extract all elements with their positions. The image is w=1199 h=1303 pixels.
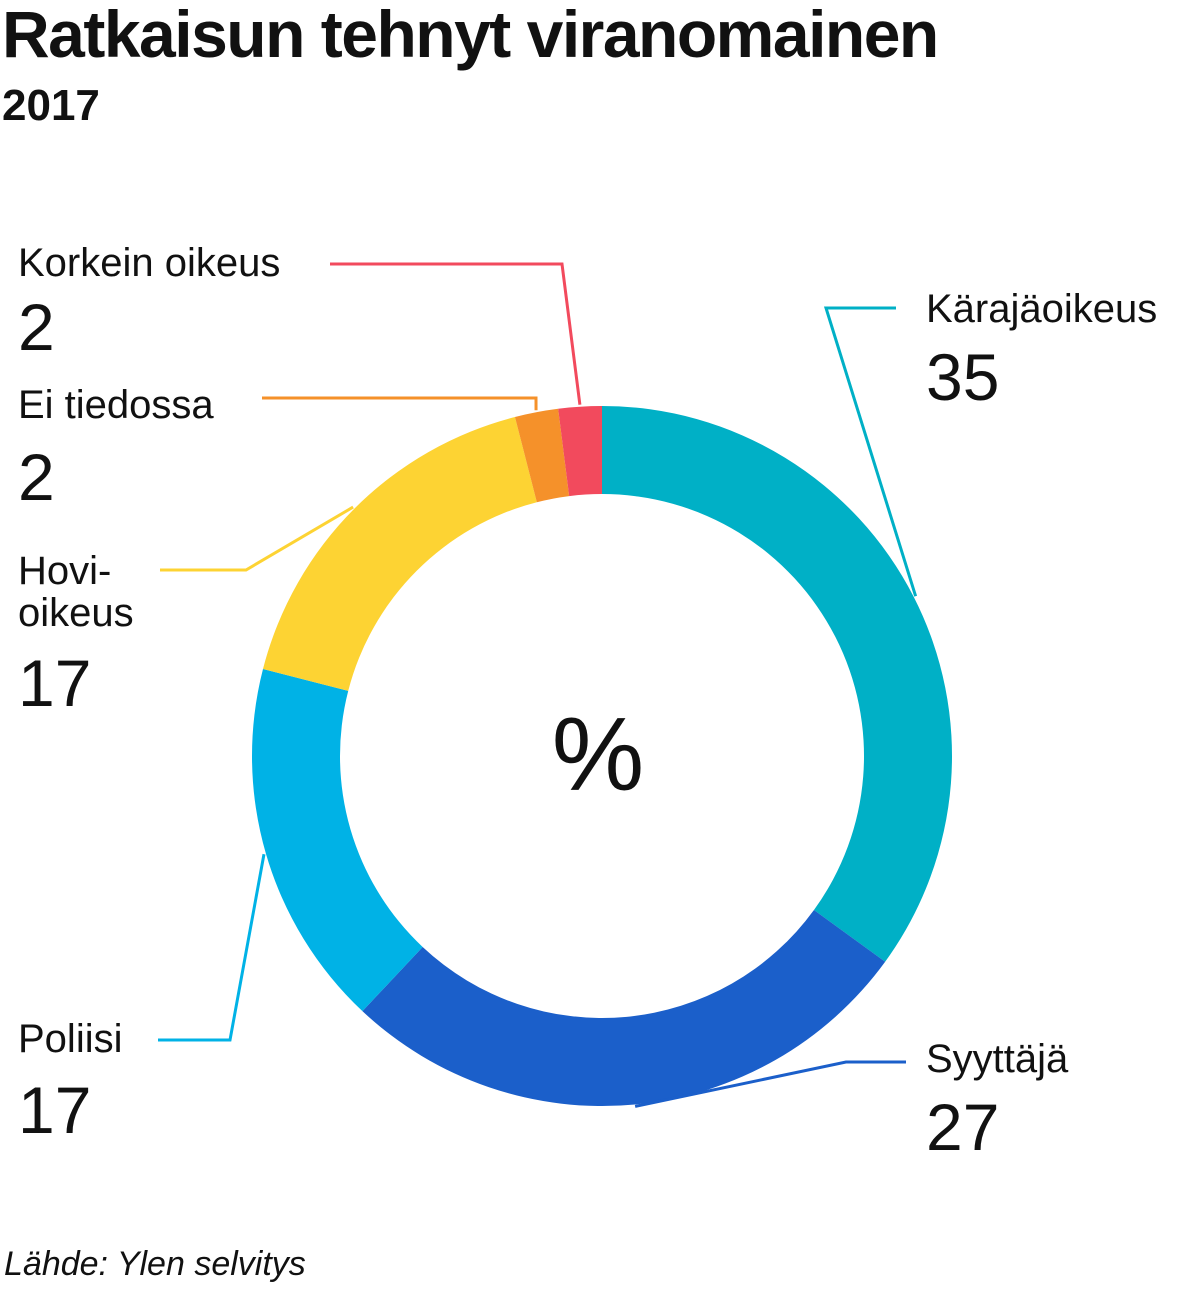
slice-label-1: Syyttäjä xyxy=(926,1037,1069,1081)
slice-label-4: Ei tiedossa xyxy=(18,383,214,427)
source-note: Lähde: Ylen selvitys xyxy=(4,1245,306,1283)
donut-slice-0 xyxy=(602,406,952,962)
slice-label-0: Kärajäoikeus xyxy=(926,287,1158,331)
leader-lines xyxy=(158,262,918,1108)
slice-value-1: 27 xyxy=(926,1090,1000,1164)
donut-slice-4 xyxy=(514,408,570,503)
slice-value-5: 2 xyxy=(18,290,55,364)
slice-value-2: 17 xyxy=(18,1073,92,1147)
slice-label-3: Hovi- oikeus xyxy=(18,549,134,635)
slice-value-4: 2 xyxy=(18,440,55,514)
slice-label-5: Korkein oikeus xyxy=(18,241,281,285)
slice-label-2: Poliisi xyxy=(18,1017,123,1061)
chart-subtitle: 2017 xyxy=(2,81,100,130)
slice-value-3: 17 xyxy=(18,646,92,720)
slice-value-0: 35 xyxy=(926,340,1000,414)
center-unit-label: % xyxy=(551,697,645,813)
donut-slice-1 xyxy=(362,909,886,1106)
donut-slices xyxy=(252,406,952,1106)
leader-line-4 xyxy=(262,396,538,411)
chart-title: Ratkaisun tehnyt viranomainen xyxy=(2,0,939,71)
donut-slice-2 xyxy=(252,668,423,1012)
leader-line-2 xyxy=(158,853,266,1042)
leader-line-3 xyxy=(160,505,354,572)
leader-line-5 xyxy=(330,262,582,405)
donut-slice-3 xyxy=(262,416,537,691)
leader-line-1 xyxy=(634,1060,906,1108)
donut-slice-5 xyxy=(558,406,602,497)
leader-line-0 xyxy=(823,306,918,597)
